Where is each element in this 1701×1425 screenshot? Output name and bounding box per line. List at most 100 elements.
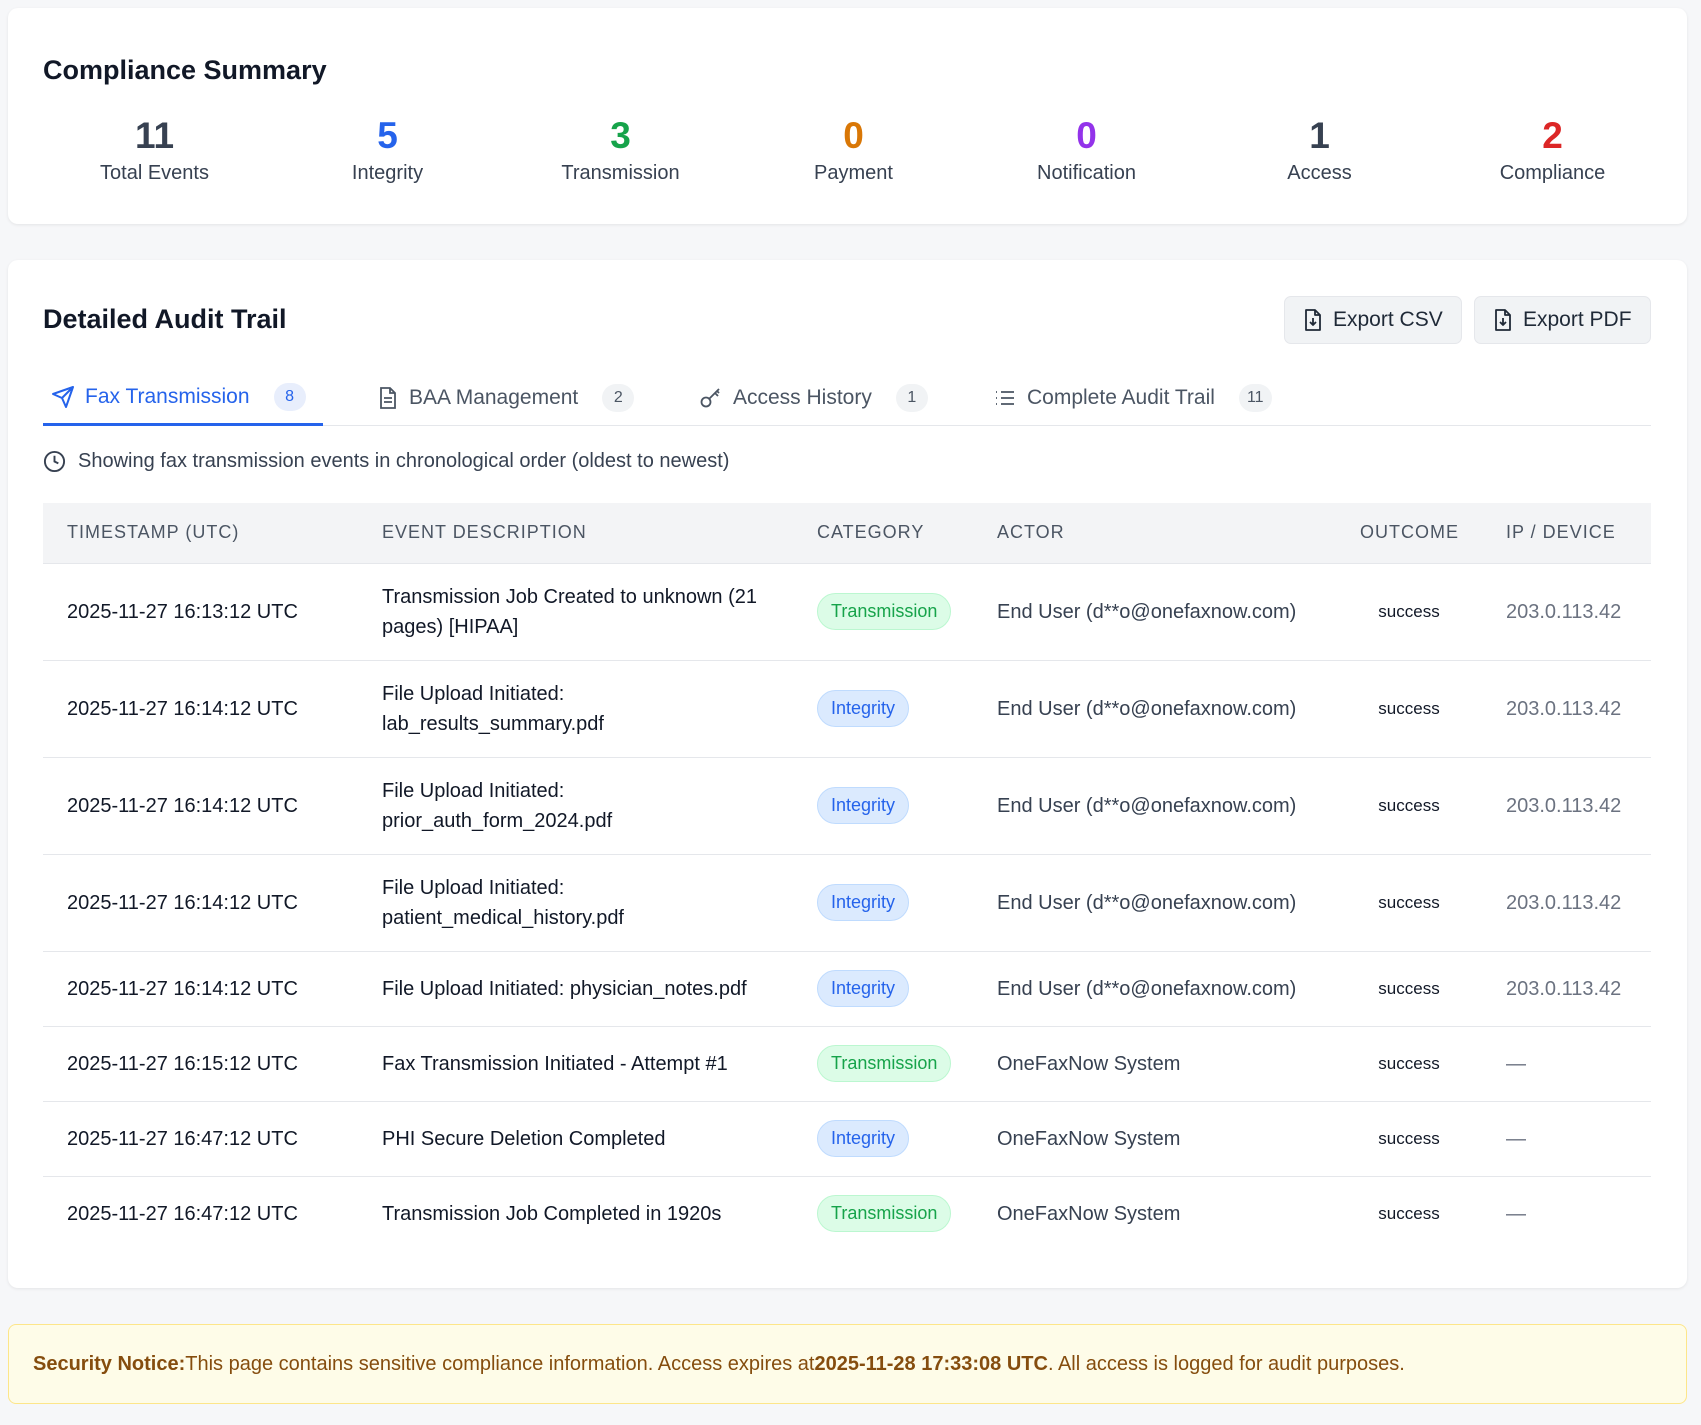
table-row: 2025-11-27 16:13:12 UTC Transmission Job … xyxy=(43,562,1651,660)
actor: End User (d**o@onefaxnow.com) xyxy=(973,950,1336,1026)
description: File Upload Initiated: patient_medical_h… xyxy=(358,853,793,951)
category-badge: Transmission xyxy=(817,1045,952,1082)
category-cell: Transmission xyxy=(793,562,973,660)
stat-value: 1 xyxy=(1309,115,1330,156)
description: File Upload Initiated: physician_notes.p… xyxy=(358,950,793,1026)
stat-label: Total Events xyxy=(100,162,209,184)
tab[interactable]: BAA Management 2 xyxy=(369,370,642,426)
export-pdf-button[interactable]: Export PDF xyxy=(1474,296,1651,344)
table-row: 2025-11-27 16:14:12 UTC File Upload Initi… xyxy=(43,950,1651,1026)
tab-count: 2 xyxy=(602,384,635,412)
actor: OneFaxNow System xyxy=(973,1025,1336,1101)
timestamp: 2025-11-27 16:14:12 UTC xyxy=(43,950,358,1026)
notice-text: This page contains sensitive compliance … xyxy=(185,1352,815,1375)
download-icon xyxy=(1495,309,1511,331)
table-row: 2025-11-27 16:14:12 UTC File Upload Initi… xyxy=(43,756,1651,854)
timestamp: 2025-11-27 16:13:12 UTC xyxy=(43,562,358,660)
stat-value: 5 xyxy=(377,115,398,156)
notice-expires: 2025-11-28 17:33:08 UTC xyxy=(814,1352,1048,1375)
description: File Upload Initiated: prior_auth_form_2… xyxy=(358,756,793,854)
category-cell: Integrity xyxy=(793,950,973,1026)
ip-device: 203.0.113.42 xyxy=(1482,950,1651,1026)
stat-value: 0 xyxy=(843,115,864,156)
actor: OneFaxNow System xyxy=(973,1100,1336,1176)
stat: 11 Total Events xyxy=(38,116,271,185)
description: File Upload Initiated: lab_results_summa… xyxy=(358,659,793,757)
tab-label: Fax Transmission xyxy=(85,384,250,408)
category-cell: Integrity xyxy=(793,756,973,854)
audit-card: Detailed Audit Trail Export CSV Export P… xyxy=(8,260,1687,1288)
table-head: TIMESTAMP (UTC) EVENT DESCRIPTION CATEGORY… xyxy=(43,503,1651,563)
table-row: 2025-11-27 16:14:12 UTC File Upload Initi… xyxy=(43,853,1651,951)
ip-device: 203.0.113.42 xyxy=(1482,853,1651,951)
actor: End User (d**o@onefaxnow.com) xyxy=(973,853,1336,951)
file-icon xyxy=(380,387,396,409)
actor: End User (d**o@onefaxnow.com) xyxy=(973,756,1336,854)
category-badge: Integrity xyxy=(817,787,910,824)
timestamp: 2025-11-27 16:47:12 UTC xyxy=(43,1175,358,1251)
outcome: success xyxy=(1336,853,1482,951)
summary-title: Compliance Summary xyxy=(43,55,327,85)
outcome: success xyxy=(1336,1175,1482,1251)
audit-table: TIMESTAMP (UTC) EVENT DESCRIPTION CATEGORY… xyxy=(43,503,1651,1251)
column-header: EVENT DESCRIPTION xyxy=(358,503,793,563)
table-row: 2025-11-27 16:14:12 UTC File Upload Initi… xyxy=(43,659,1651,757)
summary-card: Compliance Summary 11 Total Events 5 Integr… xyxy=(8,8,1687,224)
header-row: TIMESTAMP (UTC) EVENT DESCRIPTION CATEGORY… xyxy=(43,503,1651,563)
table-row: 2025-11-27 16:15:12 UTC Fax Transmission … xyxy=(43,1025,1651,1101)
outcome: success xyxy=(1336,659,1482,757)
stat-label: Compliance xyxy=(1499,162,1606,184)
category-badge: Transmission xyxy=(817,1195,952,1233)
notice-label: Security Notice: xyxy=(33,1352,186,1375)
stat-label: Notification xyxy=(1037,162,1136,184)
table-row: 2025-11-27 16:47:12 UTC Transmission Job … xyxy=(43,1175,1651,1251)
stat-value: 2 xyxy=(1542,115,1563,156)
outcome: success xyxy=(1336,1025,1482,1101)
stat-value: 3 xyxy=(610,115,631,156)
download-icon xyxy=(1305,309,1321,331)
category-cell: Integrity xyxy=(793,853,973,951)
timestamp: 2025-11-27 16:14:12 UTC xyxy=(43,853,358,951)
stat: 5 Integrity xyxy=(271,116,504,185)
tab-count: 11 xyxy=(1238,384,1272,412)
clock-icon xyxy=(43,450,66,473)
send-icon xyxy=(52,385,74,408)
ip-device: 203.0.113.42 xyxy=(1482,659,1651,757)
ip-device: — xyxy=(1482,1100,1651,1176)
category-badge: Transmission xyxy=(817,593,952,630)
category-cell: Transmission xyxy=(793,1025,973,1101)
tab-label: BAA Management xyxy=(409,386,579,409)
stats: 11 Total Events 5 Integrity 3 Transmission 0 Pa… xyxy=(38,116,1669,185)
stat: 3 Transmission xyxy=(504,116,737,185)
export-csv-button[interactable]: Export CSV xyxy=(1284,296,1462,344)
stat: 1 Access xyxy=(1203,116,1436,185)
timestamp: 2025-11-27 16:47:12 UTC xyxy=(43,1100,358,1176)
tab[interactable]: Access History 1 xyxy=(691,370,936,426)
table-row: 2025-11-27 16:47:12 UTC PHI Secure Deleti… xyxy=(43,1100,1651,1176)
category-cell: Transmission xyxy=(793,1175,973,1251)
security-notice: Security Notice: This page contains sens… xyxy=(8,1324,1687,1404)
tab-count: 1 xyxy=(895,384,928,412)
category-cell: Integrity xyxy=(793,1100,973,1176)
stat-label: Access xyxy=(1287,162,1352,184)
column-header: TIMESTAMP (UTC) xyxy=(43,503,358,563)
tab-label: Complete Audit Trail xyxy=(1027,386,1215,409)
stat: 0 Payment xyxy=(737,116,970,185)
description: PHI Secure Deletion Completed xyxy=(358,1100,793,1176)
stat-label: Payment xyxy=(814,162,893,184)
tab[interactable]: Complete Audit Trail 11 xyxy=(985,370,1280,426)
audit-title: Detailed Audit Trail xyxy=(43,304,287,334)
tab[interactable]: Fax Transmission 8 xyxy=(43,370,323,426)
column-header: OUTCOME xyxy=(1336,503,1482,563)
timestamp: 2025-11-27 16:14:12 UTC xyxy=(43,659,358,757)
tabs: Fax Transmission 8 BAA Management 2 Acce… xyxy=(43,370,1651,426)
description: Fax Transmission Initiated - Attempt #1 xyxy=(358,1025,793,1101)
note-text: Showing fax transmission events in chron… xyxy=(78,450,730,472)
button-label: Export PDF xyxy=(1523,308,1632,331)
tab-count: 8 xyxy=(273,382,306,411)
ip-device: — xyxy=(1482,1025,1651,1101)
note: Showing fax transmission events in chron… xyxy=(43,450,729,473)
button-label: Export CSV xyxy=(1333,308,1443,331)
outcome: success xyxy=(1336,756,1482,854)
